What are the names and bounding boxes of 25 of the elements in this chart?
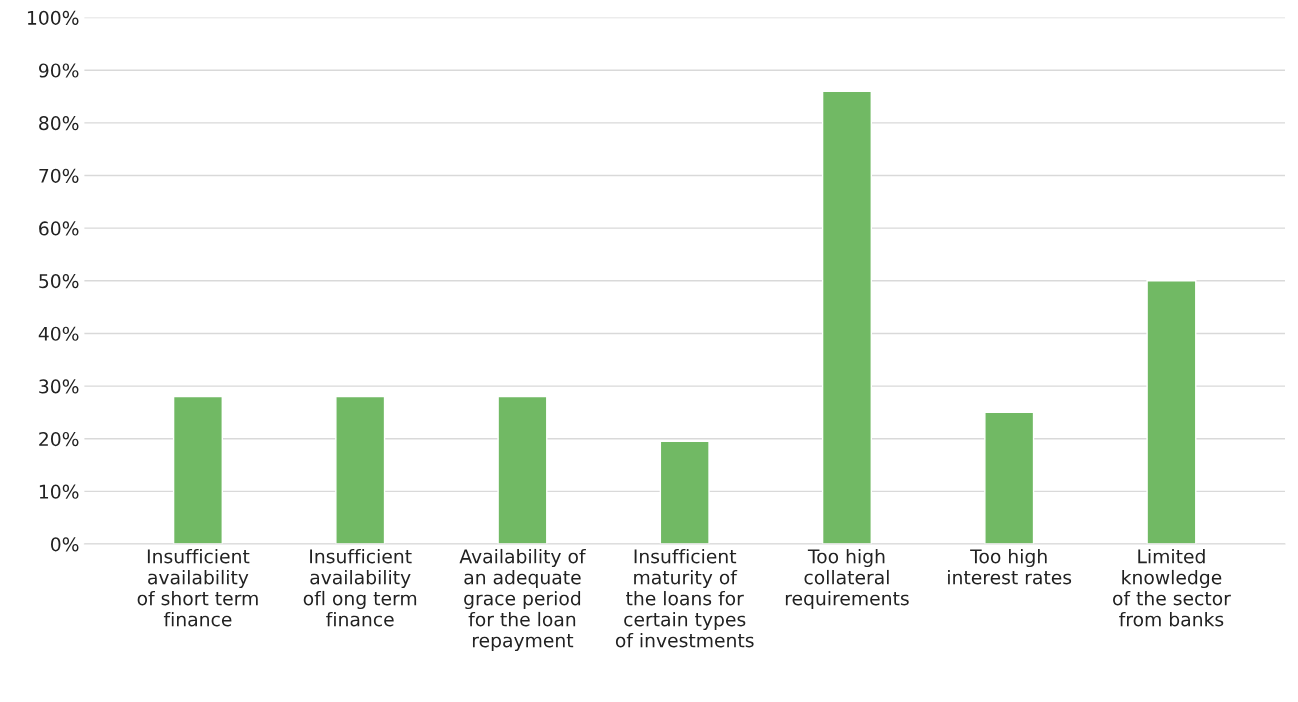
y-tick-label: 60% (39, 221, 79, 236)
bar (335, 395, 386, 545)
x-tick-label: Insufficient availability of short term finance (137, 548, 258, 627)
x-tick-label: Limited knowledge of the sector from banks (1113, 548, 1231, 627)
y-tick-label: 50% (39, 274, 79, 289)
y-tick-label: 10% (39, 484, 79, 499)
y-tick-label: 100% (27, 10, 79, 25)
y-tick-label: 80% (39, 116, 79, 131)
bar (984, 411, 1035, 545)
y-tick-label: 20% (39, 431, 79, 447)
y-tick-label: 90% (39, 63, 79, 78)
y-tick-label: 40% (38, 326, 79, 341)
x-tick-label: Too high collateral requirements (785, 548, 909, 610)
bar (659, 440, 710, 545)
x-tick-label: Too high interest rates (948, 548, 1072, 585)
x-tick-label: Insufficient availability ofl ong term finance (303, 548, 417, 627)
bar (497, 395, 548, 545)
bar (1146, 280, 1197, 545)
y-tick-label: 0% (51, 537, 79, 552)
x-tick-label: Insufficient maturity of the loans for certain types of investments (615, 548, 754, 648)
y-tick-label: 70% (39, 168, 79, 183)
bar (172, 395, 223, 545)
y-tick-label: 30% (39, 379, 79, 394)
x-tick-label: Availability of an adequate grace period for the loan repayment (459, 548, 586, 652)
bar (821, 90, 872, 545)
